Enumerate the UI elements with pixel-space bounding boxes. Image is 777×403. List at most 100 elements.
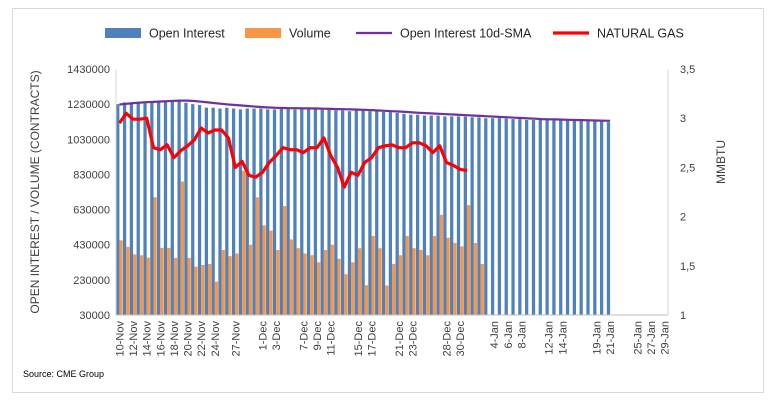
volume-bar xyxy=(296,248,300,315)
volume-bar xyxy=(446,237,450,315)
open-interest-bar xyxy=(157,100,161,315)
x-tick-label: 7-Dec xyxy=(298,321,310,351)
volume-bar xyxy=(330,244,334,315)
volume-bar xyxy=(269,230,273,315)
open-interest-bar xyxy=(436,115,440,315)
volume-bar xyxy=(317,262,321,315)
open-interest-bar xyxy=(395,112,399,315)
open-interest-bar xyxy=(409,114,413,315)
x-tick-label: 16-Nov xyxy=(155,321,167,357)
open-interest-bar xyxy=(579,120,583,315)
x-tick-label: 17-Dec xyxy=(367,321,379,357)
open-interest-bar xyxy=(375,111,379,316)
volume-bar xyxy=(303,253,307,315)
x-tick-label: 30-Dec xyxy=(455,321,467,357)
open-interest-bar xyxy=(252,108,256,316)
open-interest-bar xyxy=(443,116,447,315)
x-tick-labels: 10-Nov 12-Nov 14-Nov 16-Nov 18-Nov 20-Nov 22-N… xyxy=(114,321,671,357)
open-interest-bar xyxy=(456,116,461,315)
volume-bar xyxy=(214,281,219,315)
open-interest-bar xyxy=(238,109,243,316)
open-interest-bar xyxy=(334,110,338,316)
x-tick-label: 14-Jan xyxy=(557,321,569,355)
open-interest-bar xyxy=(177,101,181,315)
chart-canvas: Open Interest Volume Open Interest 10d-SMA… xyxy=(23,27,728,380)
open-interest-bar xyxy=(504,118,508,316)
open-interest-bar xyxy=(170,100,174,315)
x-tick-label: 27-Jan xyxy=(646,321,658,355)
volume-bar xyxy=(426,255,430,315)
left-y-tick-label: 1030000 xyxy=(67,134,110,146)
legend-swatch xyxy=(105,28,141,38)
right-y-tick-labels: 1 1,5 2 2,5 3 3,5 xyxy=(680,64,695,322)
volume-bar xyxy=(385,285,389,315)
volume-bar xyxy=(255,197,259,315)
volume-bar xyxy=(276,249,280,315)
volume-bar xyxy=(412,248,416,315)
open-interest-bar xyxy=(511,119,515,315)
x-tick-label: 14-Nov xyxy=(142,321,154,357)
volume-bar xyxy=(432,235,437,315)
right-y-tick-label: 1 xyxy=(680,310,686,322)
x-tick-label: 6-Jan xyxy=(503,321,515,349)
open-interest-bar xyxy=(204,107,208,316)
open-interest-bars xyxy=(116,100,611,316)
right-y-tick-label: 2,5 xyxy=(680,162,695,174)
open-interest-bar xyxy=(136,102,140,315)
volume-bar xyxy=(453,242,457,315)
volume-bar xyxy=(392,264,396,315)
x-tick-label: 27-Nov xyxy=(230,321,242,357)
open-interest-bar xyxy=(518,119,522,315)
open-interest-bar xyxy=(538,119,542,315)
open-interest-bar xyxy=(327,109,331,316)
right-y-tick-label: 2 xyxy=(680,212,686,224)
open-interest-bar xyxy=(470,117,474,315)
right-y-tick-label: 3,5 xyxy=(680,64,695,76)
volume-bar xyxy=(460,246,464,315)
open-interest-bar xyxy=(381,112,386,315)
x-tick-label: 19-Jan xyxy=(591,321,603,355)
open-interest-bar xyxy=(361,110,365,316)
volume-bar xyxy=(153,197,157,315)
volume-bar xyxy=(439,214,443,315)
x-tick-label: 12-Jan xyxy=(544,321,556,355)
x-tick-label: 3-Dec xyxy=(271,321,283,351)
x-tick-label: 29-Jan xyxy=(660,321,672,355)
volume-bar xyxy=(351,262,355,315)
open-interest-bar xyxy=(402,113,406,315)
open-interest-bar xyxy=(463,116,467,315)
volume-bar xyxy=(167,247,171,315)
open-interest-bar xyxy=(422,115,427,315)
left-y-tick-label: 30000 xyxy=(79,310,110,322)
open-interest-bar xyxy=(313,109,318,316)
right-axis-title: MMBTU xyxy=(714,140,728,184)
volume-bar xyxy=(119,240,123,315)
open-interest-bar xyxy=(245,108,249,316)
x-tick-label: 28-Dec xyxy=(442,321,454,357)
legend-label: NATURAL GAS xyxy=(597,27,684,41)
open-interest-bar xyxy=(565,120,570,316)
left-y-tick-label: 430000 xyxy=(73,240,110,252)
right-y-tick-label: 1,5 xyxy=(680,261,695,273)
volume-bar xyxy=(133,254,137,315)
open-interest-bar xyxy=(484,118,488,315)
open-interest-bar xyxy=(163,100,168,315)
open-interest-bar xyxy=(572,120,576,315)
volume-bar xyxy=(139,255,144,315)
x-tick-label: 11-Dec xyxy=(326,321,338,356)
legend-swatch xyxy=(245,28,281,38)
x-tick-label: 15-Dec xyxy=(353,321,365,357)
open-interest-bar xyxy=(231,108,236,316)
volume-bar xyxy=(262,225,266,315)
right-y-tick-label: 3 xyxy=(680,113,686,125)
volume-bar xyxy=(242,170,246,315)
left-y-tick-labels: 30000 230000 430000 630000 830000 1030000 1230… xyxy=(67,64,110,322)
volume-bar xyxy=(337,258,341,315)
x-tick-label: 18-Nov xyxy=(169,321,181,357)
x-tick-label: 12-Nov xyxy=(128,321,140,357)
open-interest-bar xyxy=(259,108,263,316)
open-interest-bar xyxy=(116,104,120,316)
open-interest-bar xyxy=(599,121,604,315)
x-tick-label: 25-Jan xyxy=(632,321,644,355)
open-interest-bar xyxy=(586,120,590,315)
